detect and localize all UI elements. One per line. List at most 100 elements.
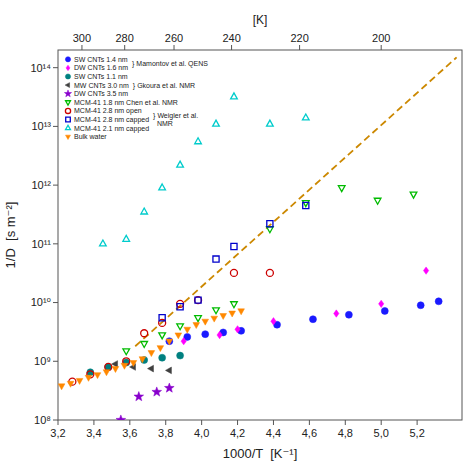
point <box>177 324 184 330</box>
point <box>267 221 273 227</box>
annotation: } Weigler et al. NMR <box>153 112 198 127</box>
point <box>423 267 428 274</box>
y-tick-label: 10⁸ <box>34 414 51 426</box>
point <box>267 120 274 126</box>
plot-data <box>58 57 456 420</box>
series-points <box>87 352 184 376</box>
point <box>159 315 165 321</box>
point <box>334 310 339 317</box>
y-tick-label: 10¹⁴ <box>30 62 51 74</box>
x-tick <box>345 420 346 425</box>
point <box>177 304 183 310</box>
point <box>213 120 220 126</box>
point <box>271 318 276 325</box>
point <box>309 316 316 323</box>
point <box>123 349 130 355</box>
x-tick <box>237 420 238 425</box>
point <box>338 186 345 192</box>
x2-tick <box>81 45 82 50</box>
lines <box>135 57 456 346</box>
legend-swatch <box>65 57 70 62</box>
legend-label: SW CNTs 1.1 nm <box>74 73 128 80</box>
point <box>85 375 92 381</box>
point <box>435 298 442 305</box>
x-tick-label: 5,0 <box>374 427 389 439</box>
legend-swatch <box>66 117 71 122</box>
x-tick-label: 4,4 <box>266 427 281 439</box>
legend: SW CNTs 1.4 nmDW CNTs 1.6 nmSW CNTs 1.1 … <box>64 56 177 140</box>
point <box>202 319 209 325</box>
point <box>266 269 273 276</box>
dashed-line <box>135 57 456 346</box>
x-tick-label: 3,2 <box>50 427 65 439</box>
annotations: } Mamontov et al. QENS } Gkoura et al. NM… <box>132 60 208 127</box>
point <box>345 311 352 318</box>
point <box>195 297 202 304</box>
legend-label: DW CNTs 3.5 nm <box>74 90 128 97</box>
y-tick <box>53 420 58 421</box>
point <box>103 370 110 376</box>
point <box>381 307 388 314</box>
x2-axis-label: [K] <box>253 13 268 27</box>
legend-swatch <box>65 83 69 88</box>
point <box>195 316 202 322</box>
point <box>267 227 274 233</box>
x-tick <box>201 420 202 425</box>
point <box>195 138 202 144</box>
point <box>159 354 166 361</box>
point <box>217 331 222 338</box>
legend-swatch <box>65 108 70 113</box>
point <box>211 316 218 322</box>
point <box>213 256 219 262</box>
point <box>374 198 381 204</box>
x-tick-label: 3,8 <box>158 427 173 439</box>
axes: 3,23,43,63,84,04,24,44,64,85,05,210⁸10⁹1… <box>30 32 424 439</box>
point <box>303 202 309 208</box>
point <box>134 392 144 401</box>
x-axis-label: 1000/T [K⁻¹] <box>223 446 298 461</box>
series-points <box>159 202 309 320</box>
legend-label: DW CNTs 1.6 nm <box>74 64 128 71</box>
y-tick <box>53 185 58 186</box>
x-tick-label: 3,6 <box>122 427 137 439</box>
series-points <box>166 298 442 345</box>
plot-frame <box>58 50 462 420</box>
point <box>379 300 384 307</box>
legend-swatch <box>66 65 70 70</box>
point <box>235 326 240 333</box>
legend-swatch <box>65 74 70 79</box>
x-tick <box>417 420 418 425</box>
point <box>213 308 220 314</box>
series-points <box>116 383 174 420</box>
point <box>130 360 137 366</box>
point <box>417 302 424 309</box>
point <box>100 240 107 246</box>
x-tick <box>381 420 382 425</box>
legend-label: Bulk water <box>74 133 107 140</box>
x-tick-label: 5,2 <box>409 427 424 439</box>
y-tick <box>53 302 58 303</box>
point <box>202 331 209 338</box>
x2-tick <box>231 45 232 50</box>
point <box>181 338 186 345</box>
x-tick <box>273 420 274 425</box>
legend-swatch <box>66 101 71 105</box>
y-tick-label: 10¹¹ <box>31 238 51 250</box>
x-tick <box>93 420 94 425</box>
point <box>238 309 245 315</box>
x-tick <box>309 420 310 425</box>
point <box>302 114 309 120</box>
x-tick <box>58 420 59 425</box>
point <box>177 161 184 167</box>
y-tick <box>53 361 58 362</box>
point <box>141 342 148 348</box>
legend-swatch <box>64 90 71 97</box>
annotation-line: } Weigler et al. <box>153 112 198 120</box>
annotation: } Mamontov et al. QENS <box>132 60 208 68</box>
annotation-line: } Gkoura et al. NMR <box>133 82 195 90</box>
points <box>58 93 442 420</box>
point <box>94 373 101 379</box>
series-points <box>181 267 429 345</box>
point <box>152 387 162 396</box>
chart: 3,23,43,63,84,04,24,44,64,85,05,210⁸10⁹1… <box>0 0 474 474</box>
